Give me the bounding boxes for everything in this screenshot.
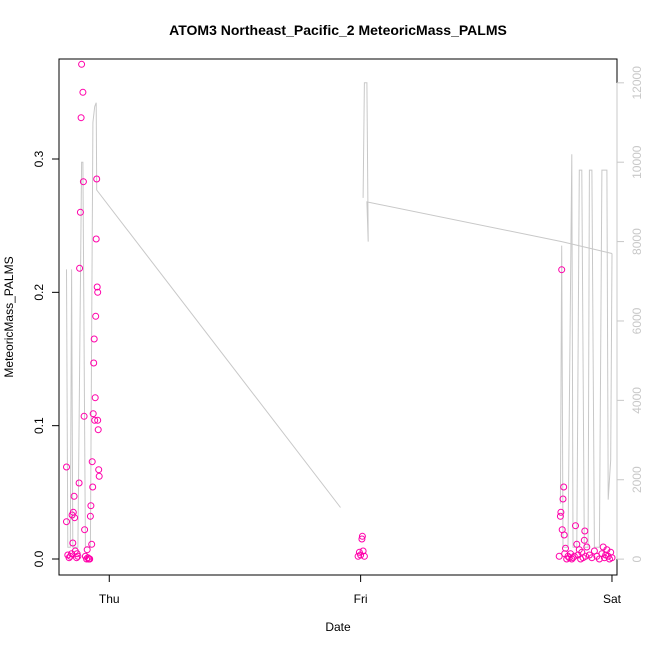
data-point [583,543,591,551]
data-point [581,527,589,535]
y-tick-label: 0.1 [32,417,46,434]
data-point [358,535,366,543]
y2-tick-label: 12000 [630,66,644,100]
y-tick-label: 0.3 [32,150,46,167]
data-point [70,492,78,500]
data-point [558,266,566,274]
y2-tick-label: 4000 [630,387,644,414]
data-point [80,412,88,420]
data-point [360,552,368,560]
data-point [92,312,100,320]
data-point [69,539,77,547]
y2-tick-label: 2000 [630,466,644,493]
data-point [75,479,83,487]
data-point [555,552,563,560]
x-tick-label: Thu [99,592,120,606]
data-point [556,512,564,520]
data-point [94,426,102,434]
data-point [86,512,94,520]
plot-area: Thu Fri Sat 0.0 0.1 0.2 0.3 0 2000 4000 6000 8000 10… [32,58,644,606]
data-point [559,495,567,503]
data-point [608,554,616,562]
data-point [90,359,98,367]
data-point [557,508,565,516]
data-point [89,483,97,491]
data-point [76,208,84,216]
data-point [95,472,103,480]
data-point [88,458,96,466]
data-point [91,394,99,402]
data-point [74,552,82,560]
altitude-line-segment-2 [559,154,613,548]
y2-tick-label: 10000 [630,145,644,179]
data-point [570,552,578,560]
y-tick-label: 0.2 [32,284,46,301]
data-point [560,483,568,491]
data-point [63,463,70,471]
altitude-line-segment-0 [66,102,341,548]
data-point [87,502,95,510]
data-point [77,114,85,122]
data-point [94,288,102,296]
data-point [79,88,87,96]
chart-title: ATOM3 Northeast_Pacific_2 MeteoricMass_P… [169,22,507,38]
data-point [572,522,579,530]
altitude-line-segment-1 [362,82,613,254]
data-point [63,518,70,526]
y2-tick-label: 8000 [630,228,644,255]
data-point [84,554,92,562]
data-point [89,410,97,418]
data-point [78,60,86,68]
y2-tick-label: 6000 [630,307,644,334]
data-point [580,536,588,544]
data-point [588,554,596,562]
data-point [83,555,91,563]
data-point [582,552,590,560]
data-point [73,554,81,562]
data-point [92,235,100,243]
data-point [71,514,79,522]
data-point [358,532,366,540]
data-point [93,283,101,291]
data-point [93,175,101,183]
data-point [560,531,568,539]
data-point [90,335,98,343]
x-tick-label: Sat [603,592,622,606]
data-point [79,178,87,186]
x-axis-label: Date [325,620,351,634]
y2-tick-label: 0 [630,555,644,562]
data-point [83,546,91,554]
data-point [95,466,103,474]
y-axis-label: MeteoricMass_PALMS [2,256,16,377]
data-point [88,540,96,548]
y-tick-label: 0.0 [32,550,46,567]
data-point [86,555,94,563]
data-point [81,526,89,534]
data-point [94,416,102,424]
data-point [562,544,569,552]
x-tick-label: Fri [354,592,368,606]
data-point [91,416,99,424]
data-point [76,264,84,272]
